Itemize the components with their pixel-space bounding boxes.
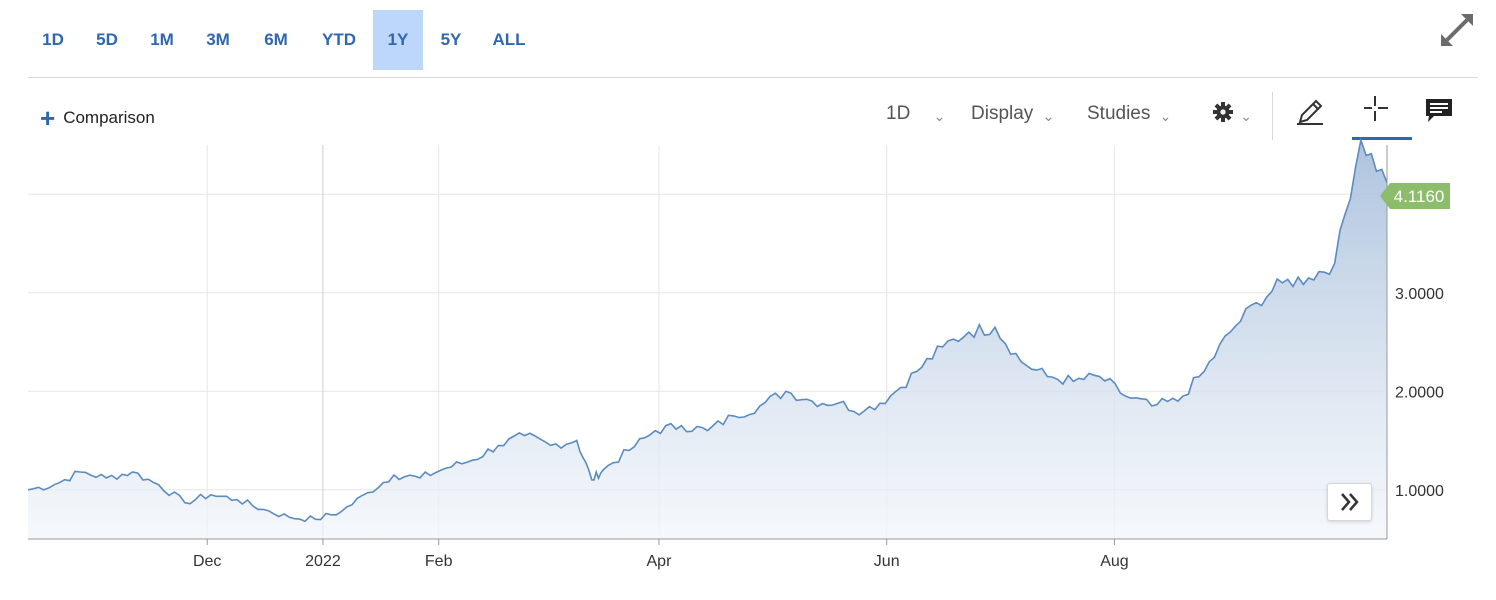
double-chevron-right-icon	[1341, 493, 1359, 511]
expand-icon[interactable]	[1437, 10, 1477, 50]
x-tick-label: Dec	[193, 553, 221, 570]
scroll-to-latest-button[interactable]	[1327, 483, 1372, 521]
range-button-all[interactable]: ALL	[492, 30, 526, 49]
price-area	[28, 140, 1387, 539]
y-tick-label: 3.0000	[1395, 286, 1444, 303]
range-button-1m[interactable]: 1M	[150, 30, 174, 49]
range-button-5y[interactable]: 5Y	[440, 30, 462, 49]
y-tick-label: 1.0000	[1395, 483, 1444, 500]
pencil-icon[interactable]	[1292, 94, 1328, 128]
comparison-button[interactable]: + Comparison	[40, 104, 155, 132]
chevron-down-icon: ⌄	[933, 108, 946, 124]
interval-dropdown[interactable]: 1D ⌄	[886, 98, 945, 130]
comment-icon[interactable]	[1422, 94, 1458, 128]
range-button-3m[interactable]: 3M	[206, 30, 230, 49]
range-button-ytd[interactable]: YTD	[322, 30, 356, 49]
x-tick-label: Jun	[874, 553, 900, 570]
y-tick-label: 2.0000	[1395, 384, 1444, 401]
chevron-down-icon: ⌄	[1240, 108, 1253, 124]
x-tick-label: Feb	[425, 553, 453, 570]
range-button-1y[interactable]: 1Y	[373, 10, 423, 70]
price-line	[27, 137, 1388, 523]
chevron-down-icon: ⌄	[1042, 108, 1055, 124]
studies-dropdown[interactable]: Studies ⌄	[1087, 98, 1171, 130]
range-button-5d[interactable]: 5D	[96, 30, 118, 49]
interval-label: 1D	[886, 103, 911, 124]
crosshair-icon[interactable]	[1364, 94, 1400, 128]
chevron-down-icon: ⌄	[1159, 108, 1172, 124]
x-tick-label: 2022	[305, 553, 341, 570]
studies-label: Studies	[1087, 103, 1151, 124]
tool-separator	[1272, 92, 1273, 140]
x-tick-label: Aug	[1100, 553, 1128, 570]
last-price-label: 4.1160	[1394, 187, 1445, 206]
toolbar-divider	[28, 77, 1478, 78]
display-dropdown[interactable]: Display ⌄	[971, 98, 1054, 130]
plus-icon: +	[40, 103, 56, 133]
range-button-6m[interactable]: 6M	[264, 30, 288, 49]
comparison-label: Comparison	[63, 108, 155, 127]
x-tick-label: Apr	[647, 553, 673, 570]
range-button-1d[interactable]: 1D	[42, 30, 64, 49]
gear-icon	[1213, 102, 1233, 122]
last-price-badge: 4.1160	[1380, 183, 1450, 209]
settings-dropdown[interactable]: ⌄	[1212, 98, 1252, 130]
display-label: Display	[971, 103, 1034, 124]
active-tool-indicator	[1352, 137, 1412, 140]
